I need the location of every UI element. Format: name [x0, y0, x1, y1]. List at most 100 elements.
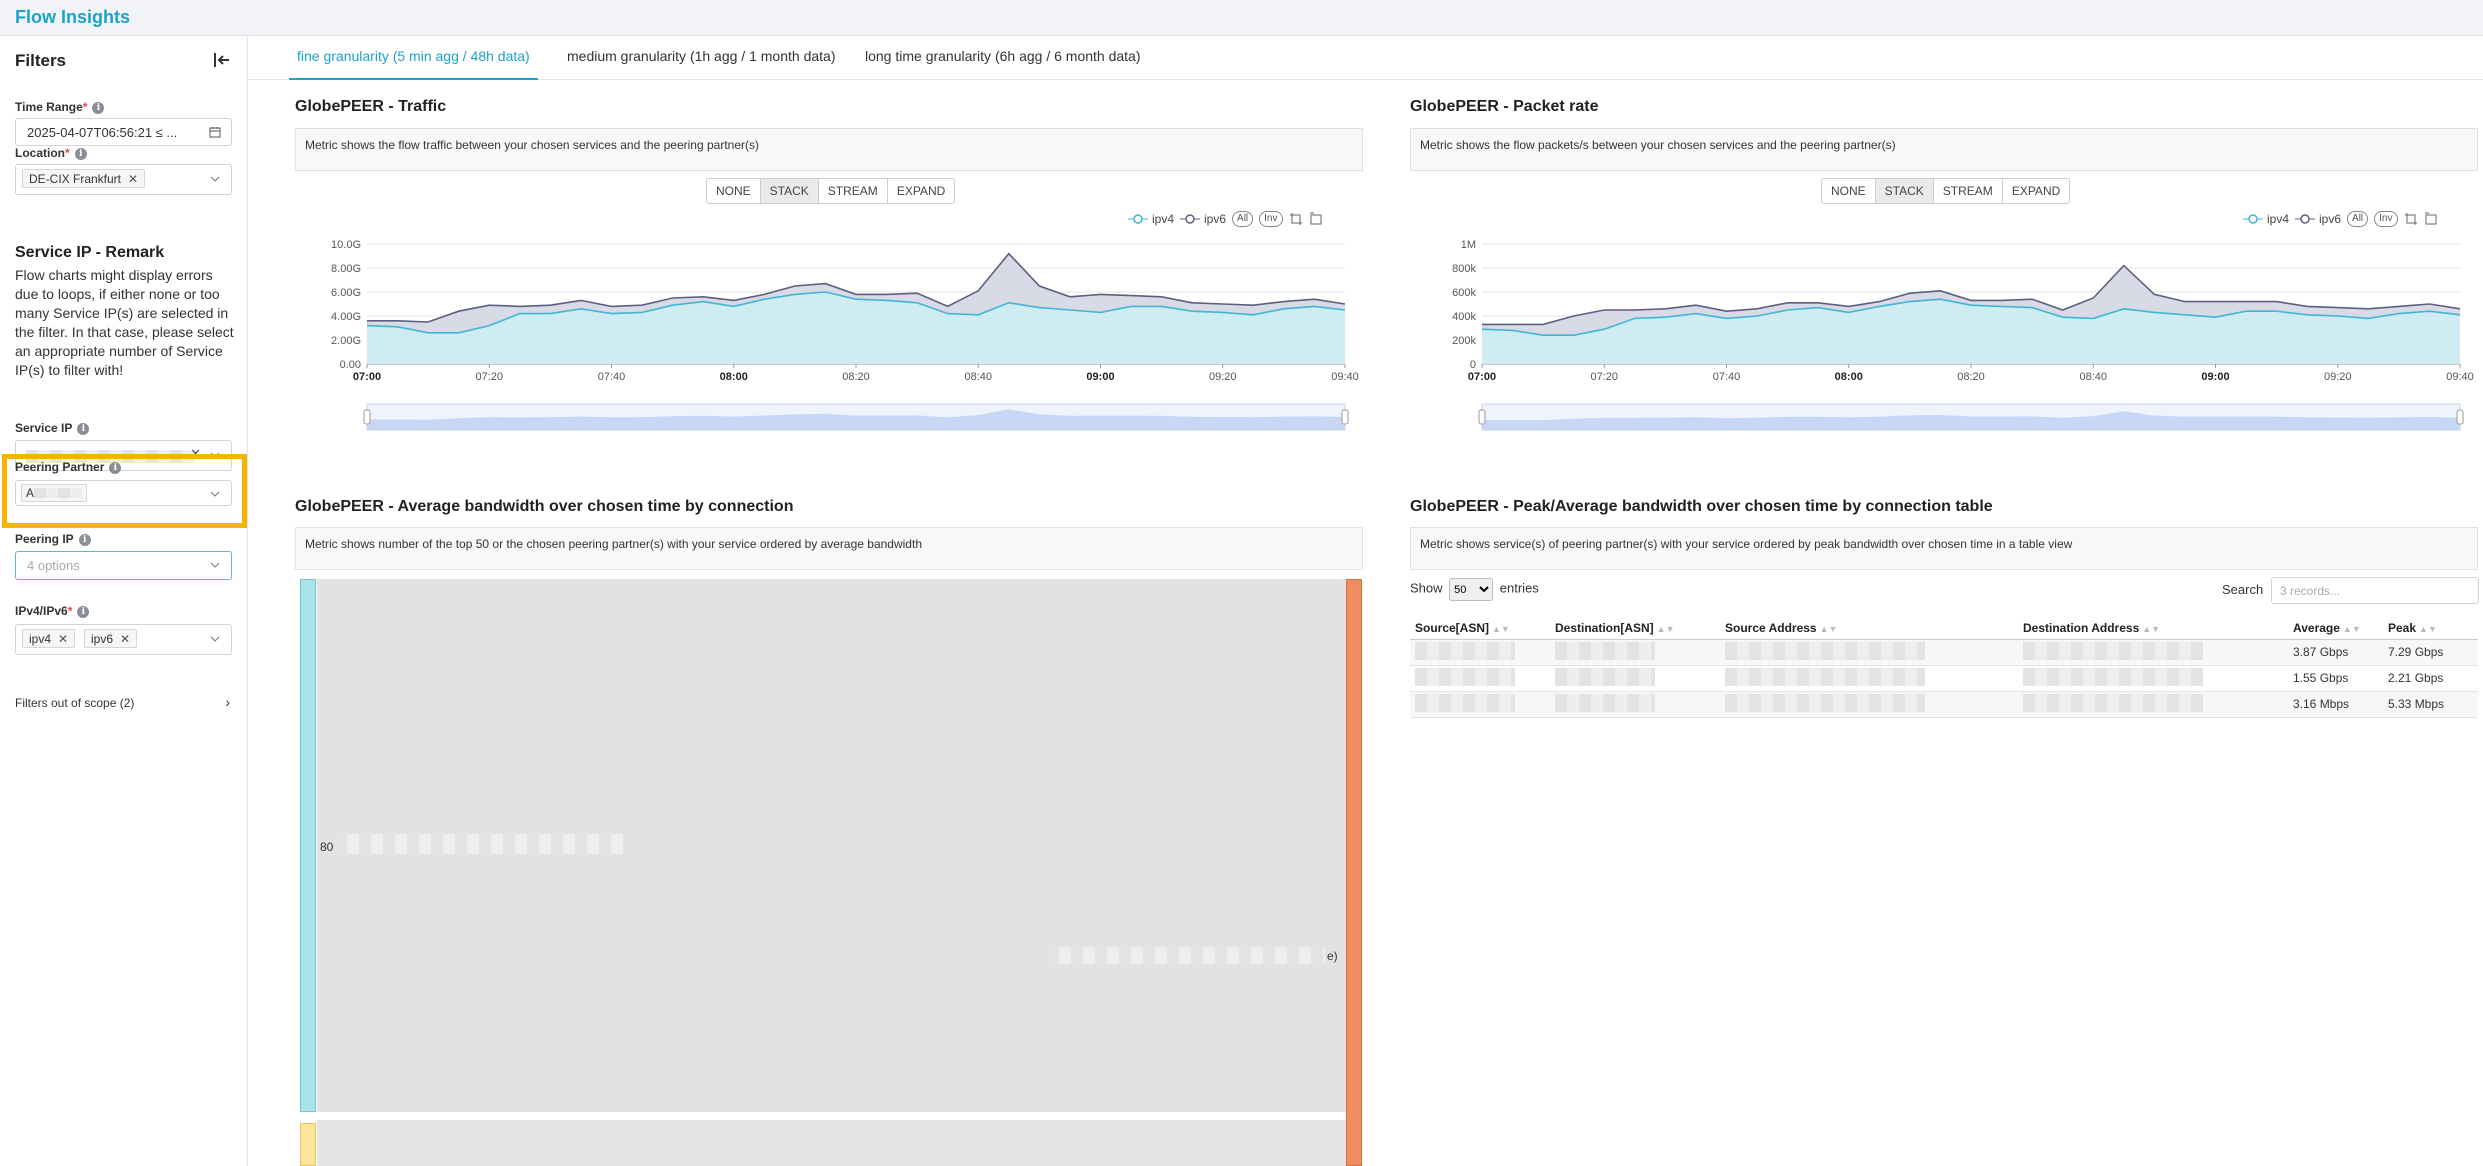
y-tick-label: 800k: [1452, 263, 1476, 275]
cell-peak: 5.33 Mbps: [2383, 691, 2478, 718]
col-source-asn[interactable]: Source[ASN] ▲▼: [1410, 617, 1550, 640]
table-row[interactable]: 3.87 Gbps 7.29 Gbps: [1410, 639, 2478, 666]
bandwidth-sankey[interactable]: 80 e): [300, 579, 1362, 1166]
app-title[interactable]: Flow Insights: [15, 7, 130, 27]
mode-stream[interactable]: STREAM: [1934, 179, 2003, 203]
info-icon: i: [77, 423, 90, 435]
chevron-down-icon[interactable]: [209, 633, 221, 645]
legend-ipv4[interactable]: ipv4: [2243, 212, 2289, 226]
col-average[interactable]: Average ▲▼: [2288, 617, 2383, 640]
x-tick-label: 09:20: [2324, 371, 2352, 383]
chevron-down-icon[interactable]: [209, 488, 221, 500]
ip-version-select[interactable]: ipv4 ✕ ipv6 ✕: [15, 624, 232, 655]
sankey-target-node[interactable]: [1346, 579, 1362, 1166]
sankey-source-node[interactable]: [300, 1123, 316, 1166]
bandwidth-description: Metric shows number of the top 50 or the…: [295, 527, 1363, 570]
collapse-sidebar-icon[interactable]: [210, 48, 234, 72]
legend-invert[interactable]: Inv: [2374, 211, 2398, 227]
table-search-input[interactable]: [2271, 577, 2479, 604]
x-tick-label: 09:00: [2201, 371, 2229, 383]
x-tick-label: 08:00: [720, 371, 748, 383]
packets-chart[interactable]: 0 200k 400k 600k 800k 1M 07:00 07:20 07:40 08:00 0…: [1410, 228, 2480, 438]
ip-version-label: IPv4/IPv6* i: [15, 604, 90, 618]
y-tick-label: 400k: [1452, 311, 1476, 323]
legend-invert[interactable]: Inv: [1259, 211, 1283, 227]
range-handle-right: [2456, 409, 2464, 425]
zoom-select-icon[interactable]: [2404, 212, 2418, 226]
cell-average: 3.87 Gbps: [2288, 639, 2383, 666]
page-size-select[interactable]: 50: [1449, 578, 1494, 601]
info-icon: i: [109, 462, 122, 474]
bandwidth-title: GlobePEER - Average bandwidth over chose…: [295, 498, 794, 515]
range-handle-right: [1341, 409, 1349, 425]
sankey-link[interactable]: [317, 1120, 1362, 1166]
clear-icon[interactable]: ✕: [190, 446, 201, 461]
legend-ipv4[interactable]: ipv4: [1128, 212, 1174, 226]
x-tick-label: 08:40: [2079, 371, 2107, 383]
calendar-icon: [209, 126, 221, 138]
time-range-field[interactable]: 2025-04-07T06:56:21 ≤ ...: [15, 118, 232, 146]
tab-long[interactable]: long time granularity (6h agg / 6 month …: [865, 48, 1141, 64]
peering-partner-select[interactable]: A: [15, 480, 232, 506]
traffic-legend: ipv4 ipv6 All Inv: [1128, 211, 1323, 227]
col-source-address[interactable]: Source Address ▲▼: [1720, 617, 2018, 640]
peering-ip-label: Peering IP i: [15, 532, 91, 546]
x-tick-label: 09:40: [2446, 371, 2474, 383]
page-size-control: Show 50 entries: [1410, 578, 1539, 601]
zoom-select-icon[interactable]: [1289, 212, 1303, 226]
peering-ip-select[interactable]: 4 options: [15, 551, 232, 580]
table-row[interactable]: 3.16 Mbps 5.33 Mbps: [1410, 691, 2478, 718]
sankey-target-label: e): [1327, 949, 1338, 963]
range-handle-left: [363, 409, 371, 425]
zoom-reset-icon[interactable]: [2424, 212, 2438, 226]
remark-text: Flow charts might display errors due to …: [15, 267, 234, 378]
mode-stream[interactable]: STREAM: [819, 179, 888, 203]
main-content: fine granularity (5 min agg / 48h data) …: [249, 36, 2483, 1166]
table-row[interactable]: 1.55 Gbps 2.21 Gbps: [1410, 665, 2478, 692]
remove-tag-icon[interactable]: ✕: [58, 632, 69, 646]
legend-select-all[interactable]: All: [1232, 211, 1254, 227]
cell-peak: 7.29 Gbps: [2383, 639, 2478, 666]
packets-description: Metric shows the flow packets/s between …: [1410, 128, 2478, 171]
x-tick-label: 07:40: [598, 371, 626, 383]
legend-select-all[interactable]: All: [2347, 211, 2369, 227]
granularity-tabs: fine granularity (5 min agg / 48h data) …: [249, 36, 2483, 80]
legend-ipv6[interactable]: ipv6: [2295, 212, 2341, 226]
time-range-value: 2025-04-07T06:56:21 ≤ ...: [27, 125, 178, 140]
series-line-ipv4: [1481, 298, 2461, 336]
cell-destination-asn: [1550, 691, 1720, 718]
legend-ipv6[interactable]: ipv6: [1180, 212, 1226, 226]
sankey-source-node[interactable]: [300, 579, 316, 1112]
mode-none[interactable]: NONE: [707, 179, 761, 203]
col-peak[interactable]: Peak ▲▼: [2383, 617, 2478, 640]
col-destination-address[interactable]: Destination Address ▲▼: [2018, 617, 2288, 640]
mode-expand[interactable]: EXPAND: [2011, 184, 2061, 198]
mode-expand[interactable]: EXPAND: [896, 184, 946, 198]
chevron-down-icon[interactable]: [209, 173, 221, 185]
filters-out-of-scope[interactable]: Filters out of scope (2) ›: [15, 694, 230, 710]
y-tick-label: 10.0G: [331, 239, 361, 251]
range-handle-left: [1478, 409, 1486, 425]
out-of-scope-label: Filters out of scope (2): [15, 696, 135, 710]
series-area-ipv4: [1482, 299, 2460, 364]
remove-tag-icon[interactable]: ✕: [128, 172, 139, 186]
info-icon: i: [74, 148, 87, 160]
show-label: Show: [1410, 580, 1443, 596]
y-tick-label: 200k: [1452, 335, 1476, 347]
remove-tag-icon[interactable]: ✕: [120, 632, 131, 646]
cell-average: 3.16 Mbps: [2288, 691, 2383, 718]
connection-table: Source[ASN] ▲▼ Destination[ASN] ▲▼ Source …: [1410, 617, 2478, 718]
zoom-reset-icon[interactable]: [1309, 212, 1323, 226]
chevron-down-icon[interactable]: [209, 559, 221, 571]
tab-fine[interactable]: fine granularity (5 min agg / 48h data): [289, 46, 538, 80]
search-label: Search: [2222, 582, 2264, 597]
traffic-chart[interactable]: 0.00 2.00G 4.00G 6.00G 8.00G 10.0G 07:00 07:20 0…: [295, 228, 1365, 438]
mode-none[interactable]: NONE: [1822, 179, 1876, 203]
location-select[interactable]: DE-CIX Frankfurt ✕: [15, 164, 232, 195]
mode-stack[interactable]: STACK: [1875, 179, 1934, 203]
peering-partner-tag: A: [21, 484, 88, 502]
col-destination-asn[interactable]: Destination[ASN] ▲▼: [1550, 617, 1720, 640]
mode-stack[interactable]: STACK: [760, 179, 819, 203]
tab-medium[interactable]: medium granularity (1h agg / 1 month dat…: [567, 48, 836, 64]
table-header-row: Source[ASN] ▲▼ Destination[ASN] ▲▼ Source …: [1410, 617, 2478, 640]
